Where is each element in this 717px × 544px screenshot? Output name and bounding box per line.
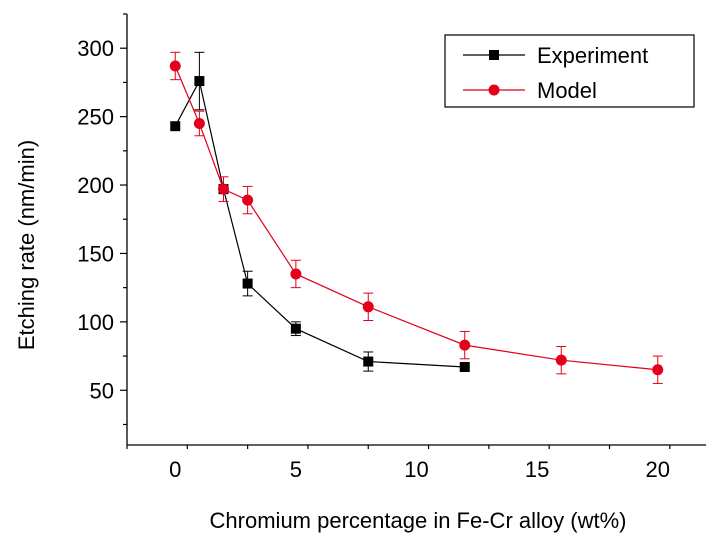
data-point xyxy=(169,60,181,72)
series-line xyxy=(174,79,465,368)
legend-item-model: Model xyxy=(463,78,597,103)
data-point xyxy=(652,364,664,376)
legend: Experiment Model xyxy=(444,34,695,108)
data-point xyxy=(290,323,301,334)
data-point xyxy=(170,121,181,132)
series-line xyxy=(174,65,658,371)
y-tick-label: 250 xyxy=(77,105,114,130)
data-point xyxy=(555,354,567,366)
data-point xyxy=(242,194,254,206)
legend-label: Model xyxy=(537,78,597,103)
data-point xyxy=(459,339,471,351)
x-axis-title: Chromium percentage in Fe-Cr alloy (wt%) xyxy=(210,508,627,533)
x-tick-label: 10 xyxy=(404,457,428,482)
legend-box xyxy=(444,34,695,108)
data-point xyxy=(193,117,205,129)
legend-marker xyxy=(489,50,499,60)
data-point xyxy=(218,183,229,195)
data-point xyxy=(194,76,205,87)
axes: 0 5 10 15 20 50 100 150 200 250 300 xyxy=(77,13,706,482)
plot-area xyxy=(169,51,664,384)
data-point xyxy=(362,301,374,313)
data-point xyxy=(363,356,374,367)
y-tick-label: 200 xyxy=(77,173,114,198)
x-tick-label: 20 xyxy=(646,457,670,482)
legend-marker xyxy=(488,84,500,96)
y-tick-label: 150 xyxy=(77,241,114,266)
x-tick-label: 5 xyxy=(290,457,302,482)
y-tick-label: 300 xyxy=(77,36,114,61)
x-tick-label: 0 xyxy=(169,457,181,482)
y-tick-label: 50 xyxy=(90,378,114,403)
series-experiment xyxy=(170,51,470,373)
series-model xyxy=(169,51,664,384)
y-axis-title: Etching rate (nm/min) xyxy=(14,140,39,350)
x-tick-label: 15 xyxy=(525,457,549,482)
legend-item-experiment: Experiment xyxy=(463,43,648,68)
y-tick-label: 100 xyxy=(77,310,114,335)
legend-label: Experiment xyxy=(537,43,648,68)
data-point xyxy=(459,362,470,373)
data-point xyxy=(242,278,253,289)
data-point xyxy=(290,268,302,280)
